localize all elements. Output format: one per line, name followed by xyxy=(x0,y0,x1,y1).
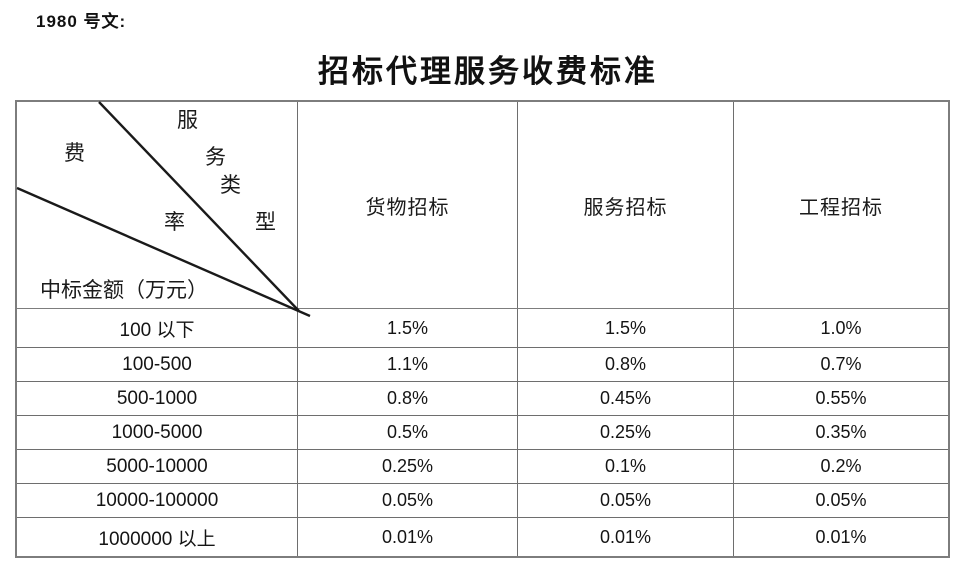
rate-cell: 0.35% xyxy=(815,422,867,442)
rate-cell: 0.2% xyxy=(820,456,862,476)
rate-cell: 0.01% xyxy=(815,526,867,547)
rate-cell: 0.5% xyxy=(298,416,518,449)
column-header-engineering: 工程招标 xyxy=(799,196,883,219)
amount-range-cell: 100-500 xyxy=(17,348,298,381)
rate-cell: 0.25% xyxy=(518,416,734,449)
rate-cell: 0.8% xyxy=(518,348,734,381)
corner-label-amount: 中标金额（万元） xyxy=(40,278,208,302)
amount-range-cell: 1000-5000 xyxy=(17,416,298,449)
fee-standard-table: 费 率 服 务 类 型 中标金额（万元） 货物招标 服务招标 工程招标 100 … xyxy=(15,100,950,558)
rate-cell: 1.5% xyxy=(298,309,518,347)
rate-cell: 0.55% xyxy=(815,388,867,408)
amount-range-cell: 100 以下 xyxy=(17,309,298,347)
table-row: 500-1000 0.8% 0.45% 0.55% xyxy=(17,382,948,416)
corner-label-service4: 型 xyxy=(255,210,276,234)
table-row: 1000-5000 0.5% 0.25% 0.35% xyxy=(17,416,948,450)
rate-cell: 1.5% xyxy=(518,309,734,347)
rate-cell: 0.05% xyxy=(298,484,518,517)
rate-cell: 0.01% xyxy=(518,518,734,556)
table-row: 5000-10000 0.25% 0.1% 0.2% xyxy=(17,450,948,484)
rate-cell: 0.1% xyxy=(518,450,734,483)
table-row: 100-500 1.1% 0.8% 0.7% xyxy=(17,348,948,382)
column-header-goods: 货物招标 xyxy=(298,102,518,308)
table-header-row: 费 率 服 务 类 型 中标金额（万元） 货物招标 服务招标 工程招标 xyxy=(16,101,948,318)
rate-cell: 0.01% xyxy=(298,518,518,556)
amount-range-cell: 500-1000 xyxy=(17,382,298,415)
page-title: 招标代理服务收费标准 xyxy=(318,54,658,89)
rate-cell: 1.1% xyxy=(298,348,518,381)
corner-label-fee: 费 xyxy=(64,141,85,165)
rate-cell: 0.45% xyxy=(518,382,734,415)
rate-cell: 0.05% xyxy=(815,490,867,510)
table-row: 100 以下 1.5% 1.5% 1.0% xyxy=(17,309,948,348)
amount-range-cell: 5000-10000 xyxy=(17,450,298,483)
rate-cell: 0.25% xyxy=(298,450,518,483)
diagonal-corner-cell: 费 率 服 务 类 型 中标金额（万元） xyxy=(16,101,311,318)
table-row: 10000-100000 0.05% 0.05% 0.05% xyxy=(17,484,948,518)
amount-range-cell: 1000000 以上 xyxy=(17,518,298,556)
rate-cell: 0.8% xyxy=(298,382,518,415)
corner-label-service3: 类 xyxy=(220,173,241,197)
table-body: 100 以下 1.5% 1.5% 1.0% 100-500 1.1% 0.8% 0.7% 500… xyxy=(17,309,948,556)
rate-cell: 0.05% xyxy=(518,484,734,517)
doc-number-label: 1980 号文: xyxy=(36,12,127,31)
rate-cell: 0.7% xyxy=(820,354,862,374)
amount-range-cell: 10000-100000 xyxy=(17,484,298,517)
corner-label-rate: 率 xyxy=(164,210,185,234)
diagonal-lines xyxy=(16,101,311,318)
corner-label-service2: 务 xyxy=(205,145,226,169)
column-header-service: 服务招标 xyxy=(518,102,734,308)
corner-label-service1: 服 xyxy=(177,108,198,132)
rate-cell: 1.0% xyxy=(820,317,862,338)
table-row: 1000000 以上 0.01% 0.01% 0.01% xyxy=(17,518,948,556)
